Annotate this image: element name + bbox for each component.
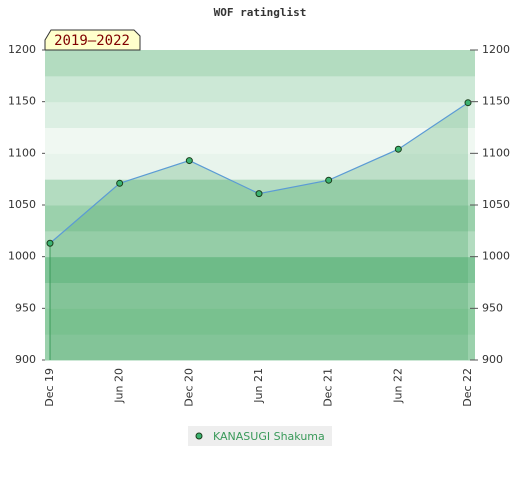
x-tick-label: Jun 22 [391, 368, 404, 404]
background-band [45, 127, 475, 154]
y2-tick-label: 950 [482, 301, 503, 314]
y2-tick-label: 1100 [482, 146, 510, 159]
y2-tick-label: 1000 [482, 250, 510, 263]
point [185, 157, 193, 165]
y-tick-label: 1050 [8, 198, 36, 211]
y2-tick-label: 1050 [482, 198, 510, 211]
background-band [45, 334, 475, 361]
point [116, 179, 124, 187]
y2-tick-label: 1200 [482, 43, 510, 56]
point [325, 176, 333, 184]
background-band [45, 101, 475, 128]
y2-tick-label: 900 [482, 353, 503, 366]
point [46, 239, 54, 247]
point [255, 190, 263, 198]
x-tick-label: Dec 22 [461, 368, 474, 407]
y-tick-label: 1000 [8, 250, 36, 263]
background-band [45, 282, 475, 309]
annotation: 2019–2022 [54, 33, 130, 49]
plot [46, 99, 472, 360]
x-tick-label: Jun 20 [113, 368, 126, 404]
x-tick-label: Dec 19 [43, 368, 56, 407]
background-bands [45, 50, 475, 361]
background-band [45, 75, 475, 103]
point [394, 145, 402, 153]
y-tick-label: 1150 [8, 95, 36, 108]
background-band [45, 153, 475, 180]
y-tick-label: 900 [15, 353, 36, 366]
x-tick-label: Jun 21 [252, 368, 265, 404]
legend [188, 426, 332, 446]
x-tick-label: Dec 20 [182, 368, 195, 407]
background-band [45, 205, 475, 232]
legend-marker [195, 432, 203, 440]
y-tick-label: 1200 [8, 43, 36, 56]
background-band [45, 308, 475, 335]
point [464, 99, 472, 107]
y-tick-label: 1100 [8, 146, 36, 159]
chart-title: WOF ratinglist [214, 6, 307, 19]
background-band [45, 230, 475, 258]
area [50, 102, 468, 360]
y2-tick-label: 1150 [482, 95, 510, 108]
legend-label: KANASUGI Shakuma [213, 430, 325, 443]
y-tick-label: 950 [15, 301, 36, 314]
background-band [45, 256, 475, 283]
x-tick-label: Dec 21 [322, 368, 335, 407]
background-band [45, 50, 475, 77]
